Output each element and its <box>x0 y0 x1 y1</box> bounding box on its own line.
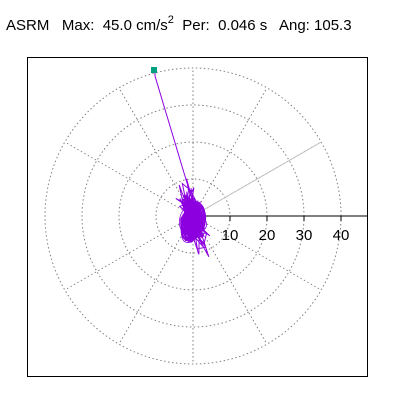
azimuth-spoke <box>192 215 322 291</box>
axis-tick-labels: 10 20 30 40 <box>222 227 350 244</box>
axis-ticks <box>229 216 342 221</box>
azimuth-spoke <box>118 215 194 345</box>
azimuth-spoke <box>64 141 194 217</box>
trace-loop <box>184 213 204 230</box>
ang-value: 105.3 <box>314 17 352 34</box>
station-code: ASRM <box>6 17 50 34</box>
max-label: Max: <box>61 17 95 34</box>
azimuth-spoke <box>192 87 268 217</box>
start-marker <box>151 67 157 73</box>
azimuth-spoke <box>64 215 194 291</box>
tick-label: 10 <box>222 227 239 244</box>
max-value: 45.0 cm/s <box>102 17 168 34</box>
ang-label: Ang: <box>278 17 310 34</box>
motion-trace <box>154 72 211 258</box>
tick-label: 30 <box>296 227 313 244</box>
trace-loop <box>187 205 201 237</box>
plot-header: ASRM Max: 45.0 cm/s2 Per: 0.046 s Ang: 1… <box>6 15 352 37</box>
per-label: Per: <box>182 17 210 34</box>
max-exponent: 2 <box>167 14 174 26</box>
angle-line <box>192 141 322 217</box>
tick-label: 20 <box>259 227 276 244</box>
azimuth-spoke <box>118 87 194 217</box>
per-value: 0.046 s <box>218 17 268 34</box>
tick-label: 40 <box>333 227 350 244</box>
trace-loop <box>181 202 205 241</box>
trace-loop <box>180 206 203 235</box>
